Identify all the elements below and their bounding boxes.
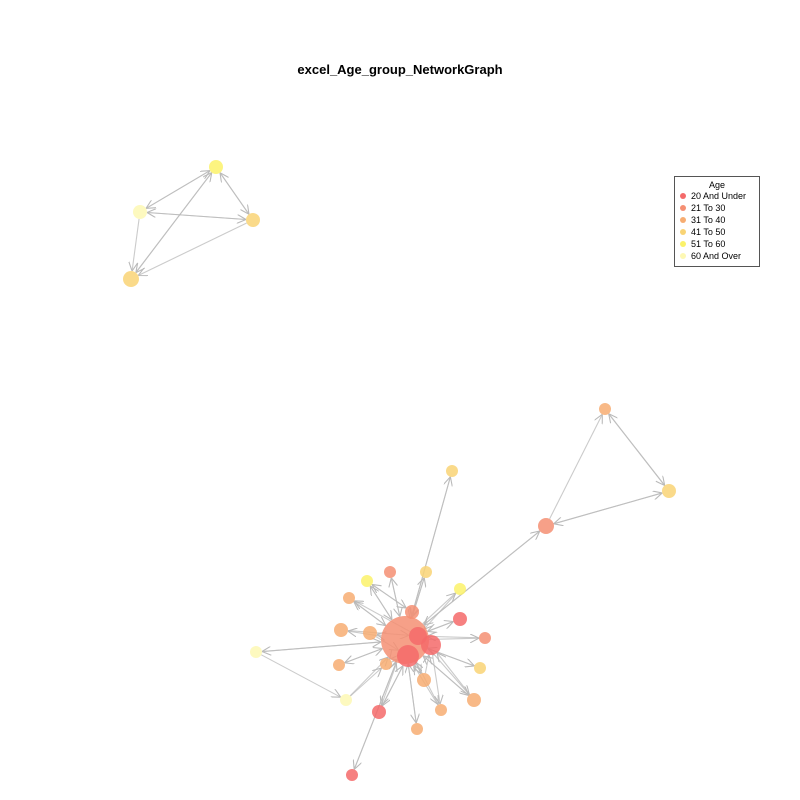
graph-node xyxy=(417,673,431,687)
graph-node xyxy=(363,626,377,640)
graph-node xyxy=(599,403,611,415)
graph-edge xyxy=(425,655,429,674)
graph-edge xyxy=(437,653,471,695)
graph-edge xyxy=(422,593,456,625)
legend-item-1: 21 To 30 xyxy=(675,202,759,214)
graph-edges xyxy=(132,171,665,770)
legend-item-5: 60 And Over xyxy=(675,250,759,262)
graph-edge xyxy=(138,222,247,275)
graph-node xyxy=(405,605,419,619)
graph-node xyxy=(474,662,486,674)
legend-swatch xyxy=(680,205,686,211)
graph-node xyxy=(409,627,427,645)
legend-swatch xyxy=(680,193,686,199)
graph-edge xyxy=(132,218,140,271)
graph-edge xyxy=(377,634,382,635)
graph-node xyxy=(340,694,352,706)
legend-label: 21 To 30 xyxy=(691,203,726,213)
graph-edge xyxy=(411,476,451,617)
legend-item-0: 20 And Under xyxy=(675,190,759,202)
graph-edge xyxy=(344,649,383,664)
legend-title: Age xyxy=(708,180,725,190)
graph-node xyxy=(250,646,262,658)
legend-swatch xyxy=(680,253,686,259)
graph-edge xyxy=(350,668,381,697)
graph-node xyxy=(446,465,458,477)
legend-label: 51 To 60 xyxy=(691,239,726,249)
legend-swatch xyxy=(680,217,686,223)
graph-node xyxy=(479,632,491,644)
graph-node xyxy=(133,205,147,219)
legend-label: 31 To 40 xyxy=(691,215,726,225)
graph-node xyxy=(361,575,373,587)
graph-node xyxy=(454,583,466,595)
graph-edge xyxy=(147,212,247,221)
graph-node xyxy=(346,769,358,781)
graph-node xyxy=(209,160,223,174)
graph-node xyxy=(435,704,447,716)
legend-item-3: 41 To 50 xyxy=(675,226,759,238)
legend-label: 60 And Over xyxy=(691,251,742,261)
graph-edge xyxy=(609,414,666,486)
legend-label: 41 To 50 xyxy=(691,227,726,237)
graph-edge xyxy=(427,620,454,631)
graph-edge xyxy=(220,173,250,215)
graph-node xyxy=(397,645,419,667)
graph-edge xyxy=(390,577,400,617)
graph-edge xyxy=(549,414,603,520)
graph-node xyxy=(246,213,260,227)
chart-title: excel_Age_group_NetworkGraph xyxy=(297,62,503,77)
legend-swatch xyxy=(680,229,686,235)
legend-label: 20 And Under xyxy=(691,191,747,201)
graph-node xyxy=(467,693,481,707)
graph-node xyxy=(334,623,348,637)
graph-edge xyxy=(369,585,392,620)
legend: Age 20 And Under 21 To 30 31 To 40 41 To… xyxy=(674,176,760,267)
graph-node xyxy=(380,658,392,670)
graph-edge xyxy=(261,654,340,697)
graph-edge xyxy=(353,601,386,626)
graph-edge xyxy=(424,593,457,629)
graph-edge xyxy=(408,664,417,724)
graph-edge xyxy=(431,654,441,704)
legend-item-2: 31 To 40 xyxy=(675,214,759,226)
graph-node xyxy=(372,705,386,719)
graph-node xyxy=(123,271,139,287)
graph-node xyxy=(662,484,676,498)
graph-node xyxy=(384,566,396,578)
graph-edge xyxy=(371,583,406,608)
graph-edge xyxy=(135,173,212,273)
graph-edge xyxy=(381,666,403,707)
graph-node xyxy=(420,566,432,578)
graph-edge xyxy=(553,493,663,525)
graph-edge xyxy=(261,642,381,653)
graph-nodes xyxy=(123,160,676,781)
legend-swatch xyxy=(680,241,686,247)
graph-node xyxy=(333,659,345,671)
graph-edge xyxy=(424,530,541,625)
graph-node xyxy=(343,592,355,604)
graph-node xyxy=(453,612,467,626)
graph-edge xyxy=(145,171,210,209)
graph-node xyxy=(411,723,423,735)
graph-node xyxy=(538,518,554,534)
legend-item-4: 51 To 60 xyxy=(675,238,759,250)
